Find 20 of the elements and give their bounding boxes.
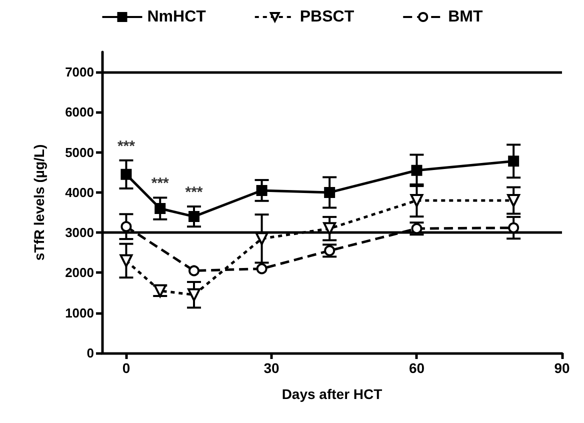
x-axis-title: Days after HCT <box>282 386 383 402</box>
legend-label: BMT <box>448 8 483 26</box>
annotation: *** <box>185 184 203 202</box>
y-tick-label: 7000 <box>65 64 94 80</box>
y-tick-label: 0 <box>86 346 94 360</box>
annotation: *** <box>117 138 136 155</box>
annotation: *** <box>151 175 170 192</box>
legend-label: NmHCT <box>147 8 206 26</box>
y-tick-label: 4000 <box>65 184 94 200</box>
y-axis-title: sTfR levels (µg/L) <box>31 144 47 261</box>
y-tick-label: 6000 <box>65 104 94 120</box>
y-tick-label: 3000 <box>65 225 94 240</box>
y-tick-label: 2000 <box>65 265 94 280</box>
legend-label: PBSCT <box>300 8 354 26</box>
x-tick-label: 60 <box>408 360 425 376</box>
y-tick-label: 5000 <box>65 144 94 160</box>
y-tick-label: 1000 <box>65 305 94 320</box>
x-tick-label: 90 <box>554 360 570 376</box>
x-tick-label: 30 <box>264 360 280 376</box>
x-tick-label: 0 <box>122 360 130 376</box>
